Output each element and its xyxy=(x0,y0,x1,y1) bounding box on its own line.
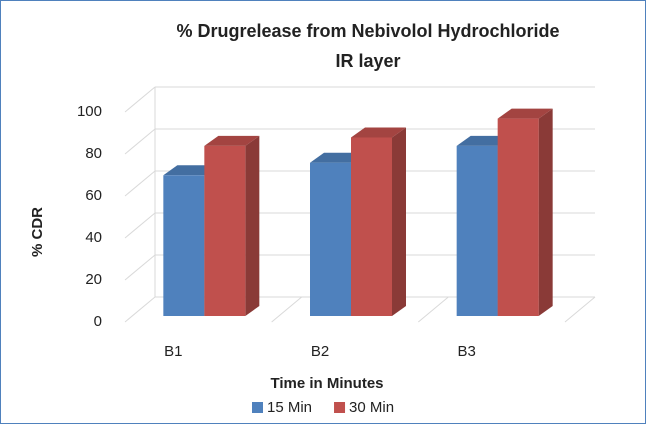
bar xyxy=(497,118,539,316)
bar-side xyxy=(245,135,260,316)
x-axis-title: Time in Minutes xyxy=(270,375,383,392)
y-tick-label: 0 xyxy=(94,313,102,330)
bar xyxy=(310,162,351,316)
legend-swatch xyxy=(252,402,263,413)
bar xyxy=(351,137,392,316)
bar-side xyxy=(538,108,553,316)
chart-title: IR layer xyxy=(335,51,400,71)
bar xyxy=(204,145,246,316)
legend-swatch xyxy=(334,402,346,413)
y-tick-label: 60 xyxy=(85,187,102,204)
y-tick-label: 100 xyxy=(77,103,102,120)
chart-title: % Drugrelease from Nebivolol Hydrochlori… xyxy=(176,21,559,41)
x-tick-label: B2 xyxy=(311,343,329,360)
y-axis-title: % CDR xyxy=(29,207,46,257)
floor-line xyxy=(564,296,596,323)
bar xyxy=(163,175,205,316)
bar xyxy=(456,145,498,316)
grid-line-side xyxy=(124,86,156,113)
grid-line-side xyxy=(124,128,156,155)
bar-side xyxy=(392,127,406,316)
legend-label: 15 Min xyxy=(267,399,312,416)
y-tick-label: 40 xyxy=(85,229,102,246)
x-tick-label: B1 xyxy=(164,343,182,360)
y-tick-label: 80 xyxy=(85,145,102,162)
legend-label: 30 Min xyxy=(349,399,394,416)
grid-line-side xyxy=(124,170,156,197)
y-tick-label: 20 xyxy=(85,271,102,288)
grid-line-side xyxy=(124,296,156,323)
grid-line-side xyxy=(124,212,156,239)
grid-line-side xyxy=(124,254,156,281)
bar-top xyxy=(497,108,553,119)
bar-top xyxy=(204,135,260,146)
floor-line xyxy=(271,296,302,323)
floor-line xyxy=(418,296,449,323)
bar-top xyxy=(351,127,406,138)
x-tick-label: B3 xyxy=(457,343,475,360)
